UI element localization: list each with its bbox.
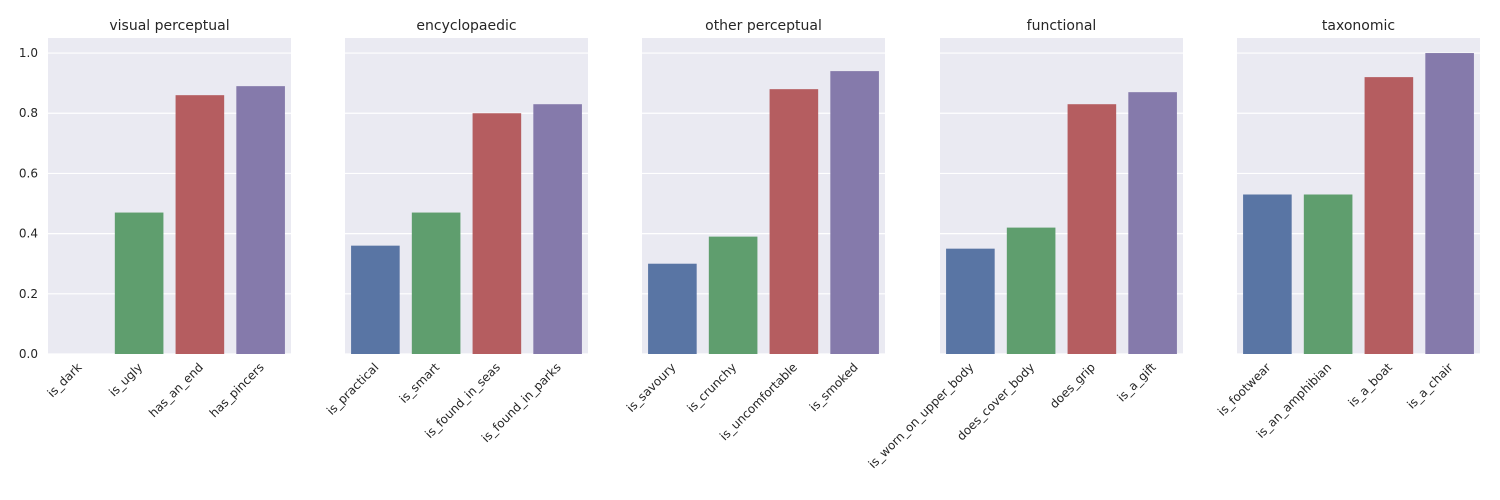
bar: [648, 263, 697, 354]
y-tick-label: 0.6: [19, 166, 38, 180]
x-tick-label: is_crunchy: [684, 360, 739, 415]
x-tick-label: is_a_boat: [1346, 360, 1396, 410]
panel-title: functional: [1027, 18, 1097, 34]
x-tick-label: does_grip: [1047, 360, 1098, 411]
bar: [946, 248, 995, 354]
y-tick-label: 0.2: [19, 287, 38, 301]
x-tick-label: is_practical: [324, 360, 382, 418]
x-tick-label: is_worn_on_upper_body: [866, 360, 977, 471]
bar: [830, 71, 879, 354]
bar: [769, 89, 819, 355]
chart-panel: functionalis_worn_on_upper_bodydoes_cove…: [866, 18, 1183, 471]
y-tick-label: 0.0: [19, 347, 38, 361]
bar: [175, 95, 225, 354]
chart-panel: 0.0 0.2 0.4 0.6 0.8 1.0 visual perceptual is_da…: [19, 18, 291, 420]
bar: [1067, 104, 1117, 354]
x-tick-label: is_smart: [397, 360, 443, 406]
x-tick-label: is_savoury: [624, 360, 679, 415]
panel-title: other perceptual: [705, 18, 822, 34]
x-tick-label: is_smoked: [807, 360, 861, 414]
bar: [351, 245, 400, 354]
bar: [1303, 194, 1353, 354]
bar: [236, 86, 285, 355]
bar: [411, 212, 461, 354]
x-tick-label: has_an_end: [146, 360, 206, 420]
y-tick-label: 0.4: [19, 227, 38, 241]
x-tick-label: is_footwear: [1215, 360, 1274, 419]
x-tick-label: is_ugly: [106, 360, 145, 399]
bar: [708, 236, 758, 354]
bar: [533, 104, 582, 354]
x-tick-label: is_a_chair: [1404, 360, 1455, 411]
x-tick-label: has_pincers: [207, 360, 267, 420]
x-tick-label: is_dark: [45, 360, 85, 400]
panel-title: encyclopaedic: [416, 18, 516, 34]
bar: [1425, 53, 1474, 355]
bar: [1006, 227, 1056, 354]
panel-title: taxonomic: [1322, 18, 1395, 34]
bar: [114, 212, 164, 354]
y-tick-label: 1.0: [19, 46, 38, 60]
bar: [472, 113, 522, 354]
bar: [1364, 77, 1414, 354]
bar: [1243, 194, 1292, 354]
panel-title: visual perceptual: [109, 18, 229, 34]
x-tick-label: is_a_gift: [1114, 360, 1158, 404]
y-tick-label: 0.8: [19, 106, 38, 120]
bar: [1128, 92, 1177, 355]
